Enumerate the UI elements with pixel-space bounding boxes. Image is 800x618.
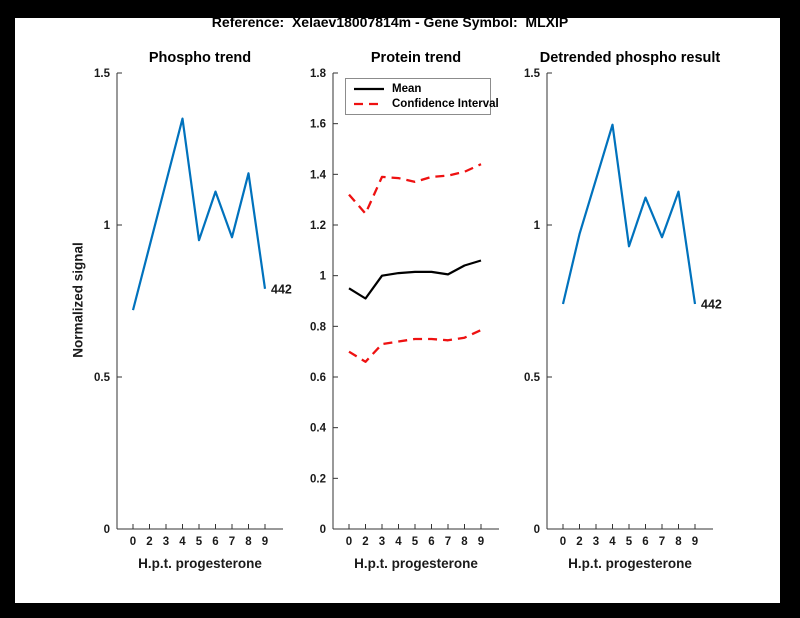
svg-text:1.4: 1.4 — [310, 169, 327, 181]
subplot-phospho-title: Phospho trend — [148, 50, 252, 66]
svg-text:0.5: 0.5 — [94, 372, 111, 384]
legend: Mean Confidence Interval — [345, 78, 499, 115]
svg-text:1.6: 1.6 — [310, 119, 326, 131]
legend-label-mean: Mean — [392, 83, 422, 96]
figure-title: Reference: Xelaev18007814m - Gene Symbol… — [211, 14, 569, 30]
svg-text:6: 6 — [428, 536, 434, 548]
legend-item-confidence-interval: Confidence Interval — [350, 98, 499, 110]
svg-text:0.6: 0.6 — [310, 372, 326, 384]
svg-text:3: 3 — [379, 536, 385, 548]
svg-text:1.5: 1.5 — [524, 68, 541, 80]
subplot-detrended-xlabel: H.p.t. progesterone — [568, 556, 692, 571]
svg-text:5: 5 — [412, 536, 419, 548]
svg-text:1.5: 1.5 — [94, 68, 111, 80]
svg-text:1.8: 1.8 — [310, 68, 327, 80]
legend-label-confidence-interval: Confidence Interval — [392, 97, 499, 110]
svg-text:5: 5 — [196, 536, 203, 548]
svg-text:1: 1 — [320, 271, 327, 283]
mean-line-sample-icon — [354, 88, 384, 91]
svg-text:9: 9 — [262, 536, 268, 548]
subplot-detrended-title: Detrended phospho result — [539, 50, 721, 66]
svg-text:9: 9 — [692, 536, 698, 548]
svg-text:0.4: 0.4 — [310, 423, 327, 435]
svg-text:5: 5 — [626, 536, 633, 548]
svg-text:3: 3 — [163, 536, 169, 548]
svg-text:7: 7 — [445, 536, 451, 548]
svg-text:0.8: 0.8 — [310, 321, 327, 333]
svg-text:2: 2 — [362, 536, 368, 548]
svg-text:0: 0 — [104, 524, 110, 536]
subplot-protein-xlabel: H.p.t. progesterone — [354, 556, 478, 571]
svg-text:0: 0 — [534, 524, 540, 536]
svg-text:0: 0 — [130, 536, 136, 548]
svg-text:7: 7 — [659, 536, 665, 548]
svg-text:8: 8 — [675, 536, 682, 548]
svg-text:0: 0 — [346, 536, 352, 548]
svg-text:6: 6 — [642, 536, 648, 548]
svg-text:4: 4 — [609, 536, 616, 548]
svg-text:1.2: 1.2 — [310, 220, 326, 232]
svg-text:6: 6 — [212, 536, 218, 548]
svg-text:4: 4 — [179, 536, 186, 548]
figure-canvas — [15, 18, 780, 603]
svg-text:0: 0 — [560, 536, 566, 548]
svg-text:0.5: 0.5 — [524, 372, 541, 384]
confidence-interval-line-sample-icon — [354, 102, 384, 105]
svg-text:1: 1 — [104, 220, 111, 232]
svg-text:9: 9 — [478, 536, 484, 548]
svg-text:0.2: 0.2 — [310, 473, 326, 485]
svg-text:0: 0 — [320, 524, 326, 536]
svg-text:442: 442 — [701, 298, 722, 312]
svg-text:1: 1 — [534, 220, 541, 232]
legend-item-mean: Mean — [350, 83, 486, 95]
svg-text:8: 8 — [245, 536, 252, 548]
svg-text:2: 2 — [146, 536, 152, 548]
svg-text:4: 4 — [395, 536, 402, 548]
svg-text:2: 2 — [576, 536, 582, 548]
subplot-phospho-xlabel: H.p.t. progesterone — [138, 556, 262, 571]
svg-text:3: 3 — [593, 536, 599, 548]
svg-text:7: 7 — [229, 536, 235, 548]
subplot-protein-title: Protein trend — [370, 50, 462, 66]
svg-text:8: 8 — [461, 536, 468, 548]
svg-text:442: 442 — [271, 282, 292, 296]
